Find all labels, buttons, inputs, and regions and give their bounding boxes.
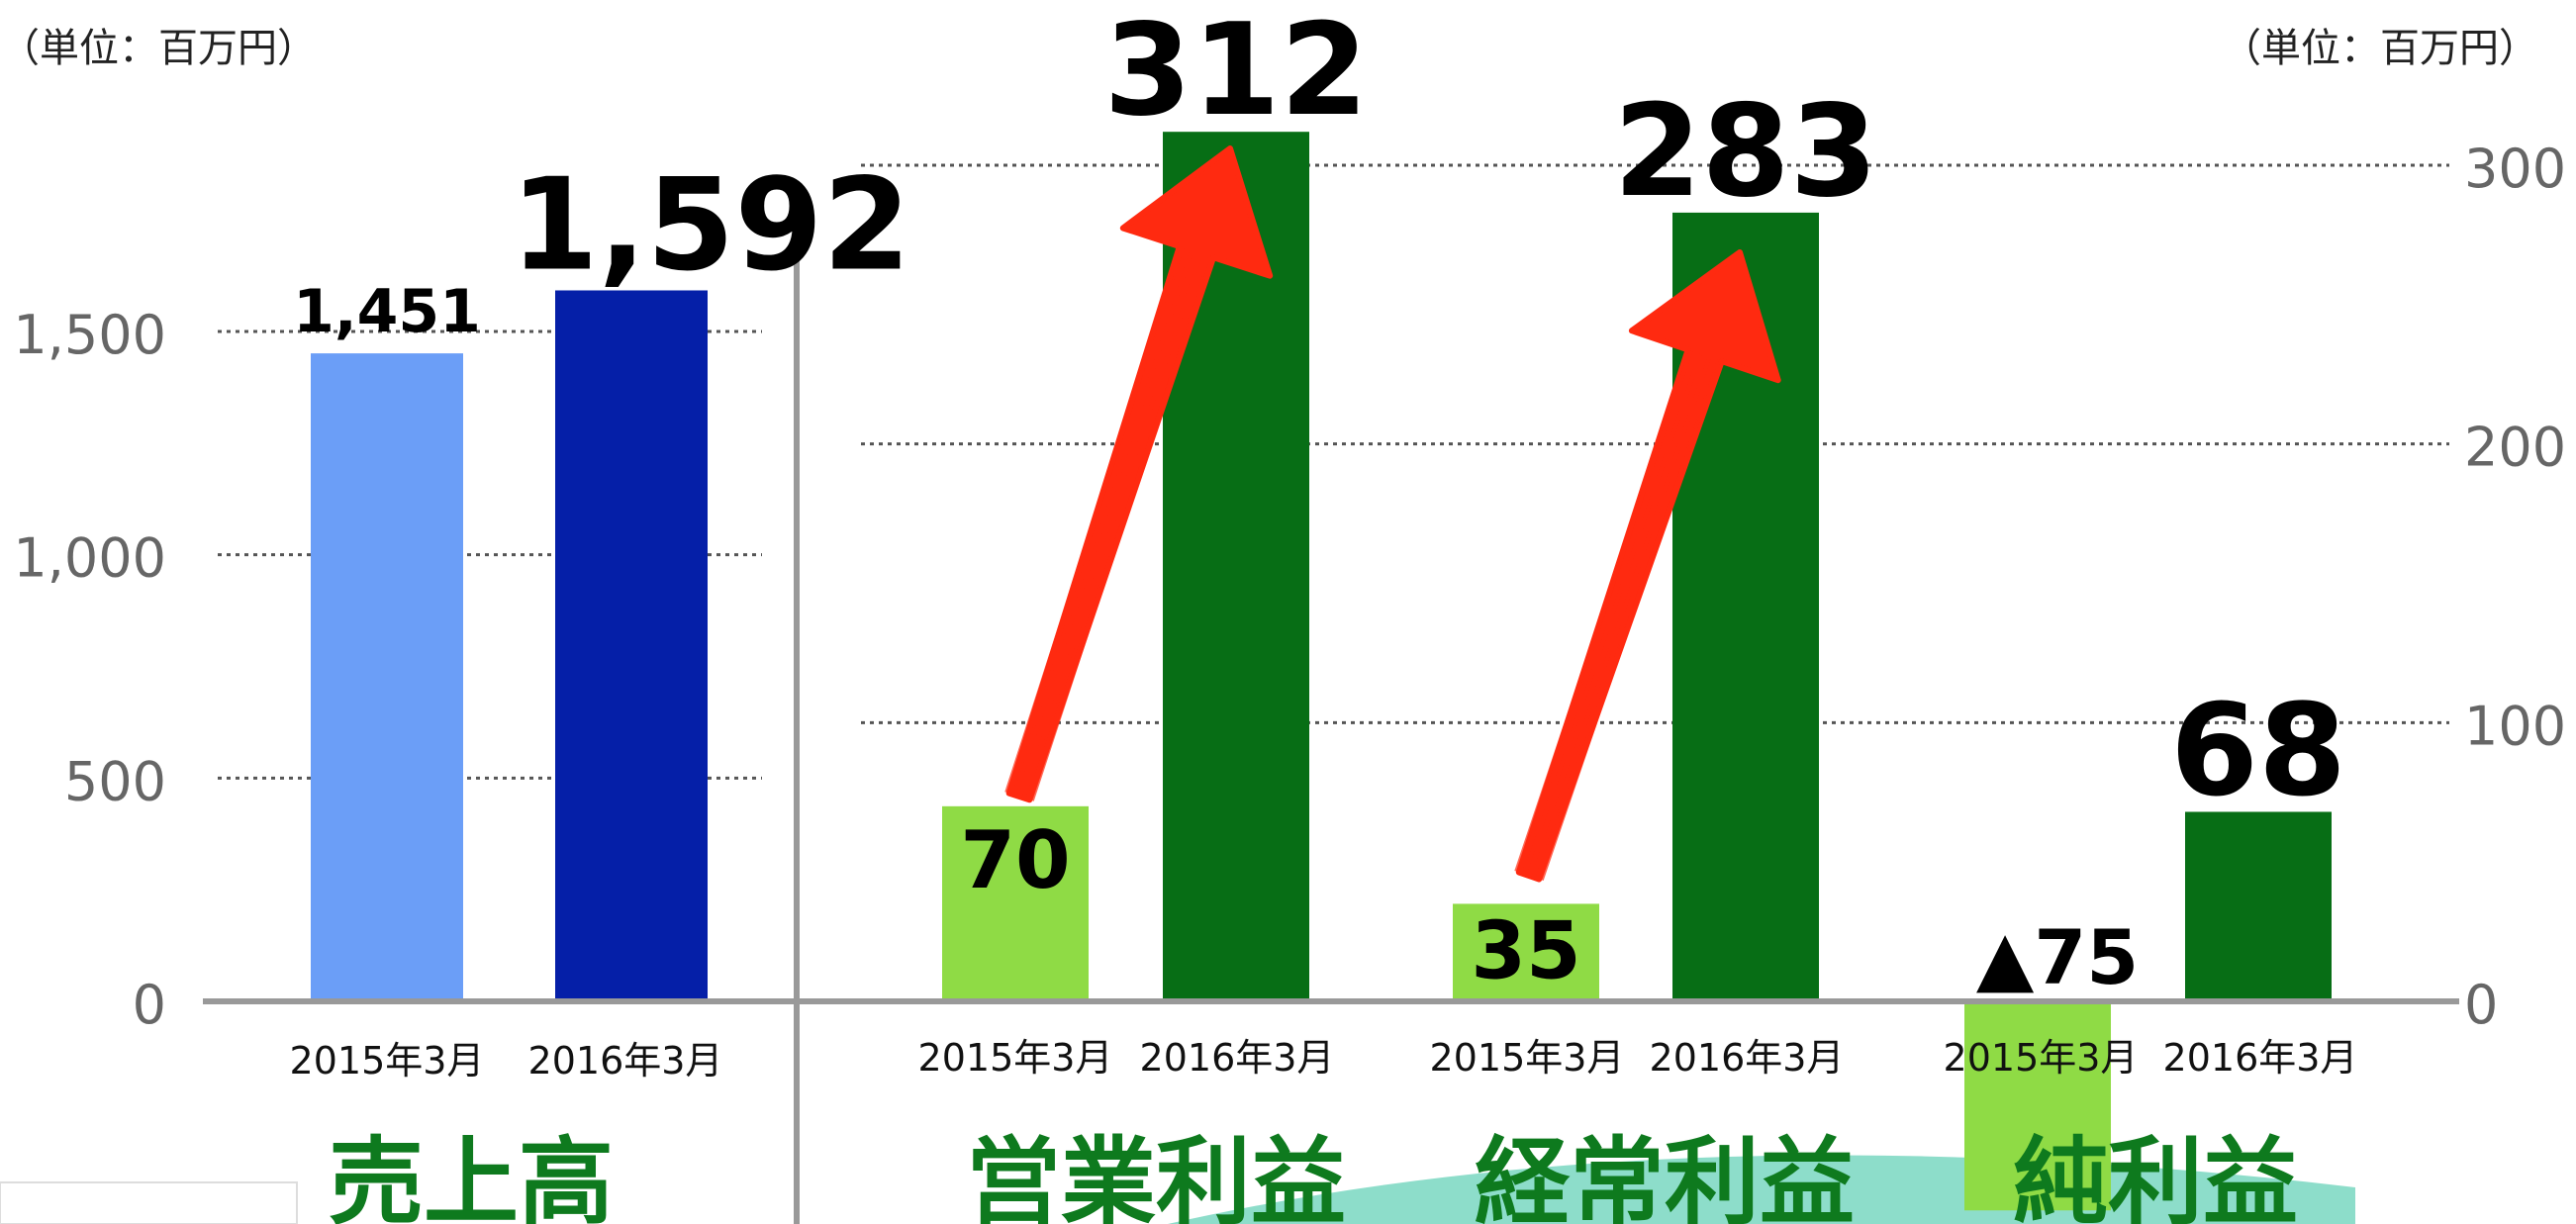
operating-profit-growth-arrow-scribble <box>1004 246 1185 794</box>
profit-period-label: 2015年3月 <box>1430 1036 1625 1080</box>
profit-value-label: 312 <box>1103 0 1368 144</box>
profit-y-tick-label: 0 <box>2464 974 2498 1036</box>
ordinary-profit-growth-arrow-scribble <box>1522 352 1702 876</box>
profit-category-label: 純利益 <box>2013 1127 2298 1224</box>
profit-bar <box>1453 903 1599 1001</box>
profit-period-label: 2016年3月 <box>1140 1036 1335 1080</box>
profit-y-tick-label: 200 <box>2464 417 2566 479</box>
profit-period-label: 2015年3月 <box>918 1036 1113 1080</box>
sales-period-label: 2016年3月 <box>528 1039 723 1083</box>
profit-y-tick-label: 300 <box>2464 138 2566 200</box>
profit-y-tick-label: 100 <box>2464 695 2566 757</box>
sales-y-tick-label: 0 <box>133 974 166 1036</box>
ordinary-profit-growth-arrow-scribble <box>1514 349 1693 873</box>
profit-value-label: 70 <box>960 814 1070 906</box>
sales-bar <box>311 353 463 1001</box>
profit-value-label: 283 <box>1613 78 1877 226</box>
sales-y-tick-label: 1,500 <box>13 304 166 366</box>
profit-value-label: 68 <box>2170 677 2346 824</box>
sales-value-label: 1,451 <box>293 277 481 346</box>
bottom-left-panel <box>0 1181 298 1224</box>
sales-period-label: 2015年3月 <box>290 1039 485 1083</box>
sales-category-label: 売上高 <box>329 1127 614 1224</box>
profit-unit-label: （単位：百万円） <box>2222 26 2538 71</box>
operating-profit-growth-arrow-scribble <box>1021 252 1203 800</box>
operating-profit-growth-arrow-scribble <box>1012 249 1194 797</box>
profit-value-label: ▲75 <box>1976 913 2139 1001</box>
profit-bar <box>1964 1001 2111 1211</box>
sales-bar <box>555 290 708 1002</box>
sales-y-tick-label: 1,000 <box>13 527 166 590</box>
growth-arrows <box>1004 145 1781 883</box>
sales-y-tick-label: 500 <box>64 750 166 812</box>
ordinary-profit-growth-arrow-scribble <box>1539 359 1721 881</box>
profit-value-label: 35 <box>1471 904 1580 996</box>
profit-period-label: 2016年3月 <box>1650 1036 1845 1080</box>
profit-period-label: 2016年3月 <box>2163 1036 2358 1080</box>
profit-bar <box>942 805 1089 1001</box>
profit-bar <box>2185 811 2332 1001</box>
profit-period-label: 2015年3月 <box>1944 1036 2139 1080</box>
axes <box>203 233 2459 1224</box>
ordinary-profit-growth-arrow-scribble <box>1531 356 1712 879</box>
profit-category-label: 経常利益 <box>1475 1127 1855 1224</box>
operating-profit-growth-arrow-scribble <box>1029 255 1213 801</box>
sales-unit-label: （単位：百万円） <box>0 26 317 71</box>
sales-value-label: 1,592 <box>511 151 911 299</box>
profit-category-label: 営業利益 <box>966 1127 1346 1224</box>
